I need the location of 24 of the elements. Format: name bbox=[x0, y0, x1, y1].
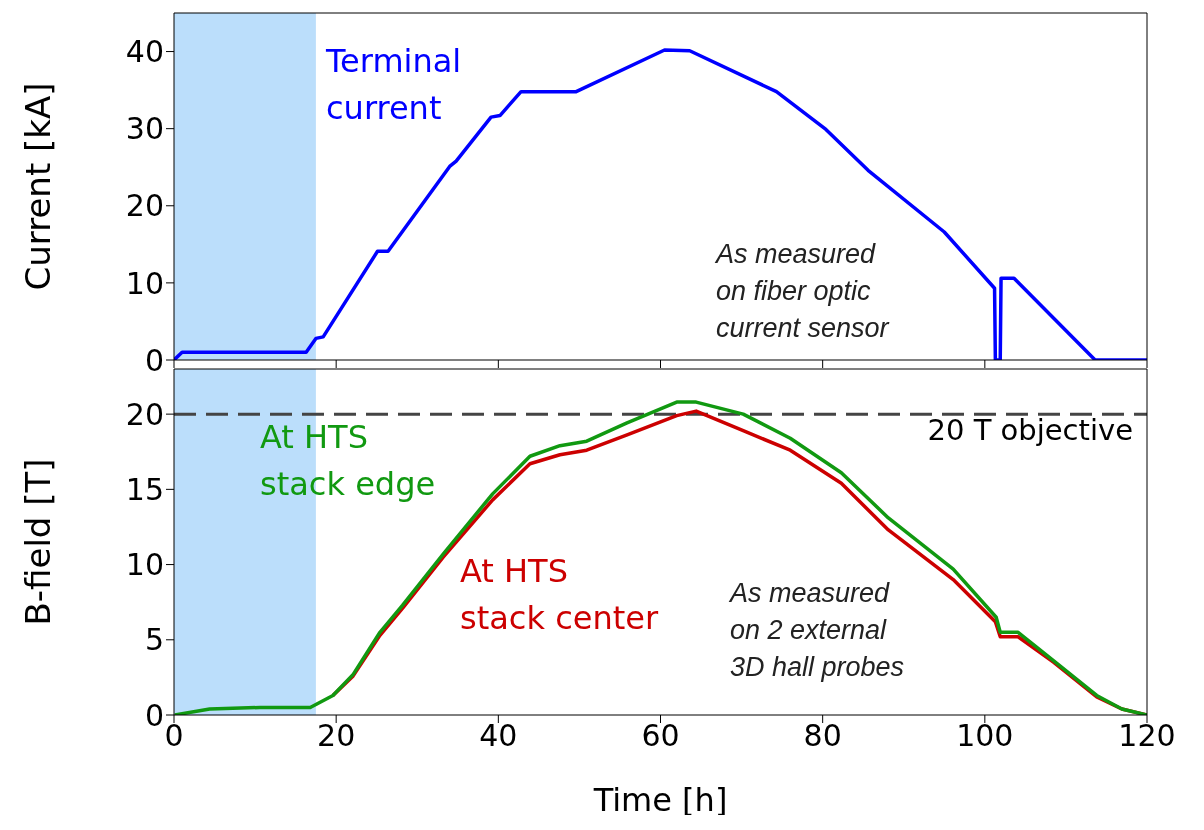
y-axis-title: B-field [T] bbox=[18, 458, 59, 626]
y-tick-label: 15 bbox=[125, 472, 164, 507]
x-tick-label: 120 bbox=[1118, 718, 1176, 754]
x-tick-label: 40 bbox=[479, 718, 518, 754]
x-tick-label: 100 bbox=[956, 718, 1014, 754]
annotation: As measured on 2 external 3D hall probes bbox=[730, 577, 905, 684]
series-label: Terminal current bbox=[326, 41, 462, 129]
y-tick-label: 40 bbox=[125, 34, 164, 70]
series-label: At HTS stack center bbox=[460, 551, 659, 639]
y-tick-label: 20 bbox=[125, 188, 164, 224]
y-axis-title: Current [kA] bbox=[18, 82, 59, 291]
y-tick-label: 30 bbox=[125, 111, 164, 147]
x-tick-label: 60 bbox=[641, 718, 680, 754]
series-label: At HTS stack edge bbox=[260, 417, 436, 505]
ref-line-label: 20 T objective bbox=[927, 413, 1133, 448]
x-axis-title: Time [h] bbox=[592, 781, 728, 819]
x-tick-label: 80 bbox=[803, 718, 842, 754]
y-tick-label: 0 bbox=[144, 342, 164, 378]
y-tick-label: 5 bbox=[144, 622, 164, 658]
x-tick-label: 20 bbox=[317, 718, 356, 754]
y-tick-label: 10 bbox=[125, 547, 164, 583]
y-tick-label: 20 bbox=[125, 396, 164, 432]
annotation: As measured on fiber optic current sensor bbox=[716, 238, 889, 345]
y-tick-label: 10 bbox=[125, 265, 164, 301]
